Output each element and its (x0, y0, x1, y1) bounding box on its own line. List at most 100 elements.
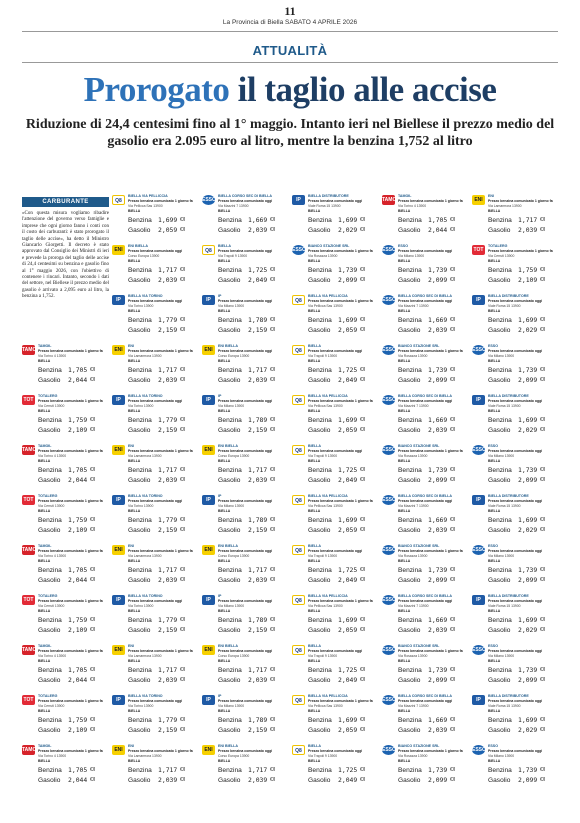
gasolio-label: Gasolio (128, 327, 151, 334)
benzina-price-row: Benzina 1,699 €/l (308, 216, 368, 225)
station-address: Via Milano 13900 (488, 654, 515, 658)
benzina-price: 1,669 (428, 516, 448, 524)
benzina-label: Benzina (38, 467, 62, 474)
station-address: Via Rosazza 13900 (398, 454, 428, 458)
station-address: Via Pellicca Sas 13900 (308, 404, 343, 408)
station-name: BIELLA DISTRIBUTORE (488, 394, 529, 398)
price-unit: €/l (360, 227, 366, 233)
price-unit: €/l (540, 767, 546, 773)
price-unit: €/l (450, 367, 456, 373)
brand-logo-icon: ESSO (382, 295, 396, 305)
benzina-label: Benzina (398, 767, 422, 774)
benzina-price: 1,739 (518, 666, 538, 674)
gasolio-price-row: Gasolio 2,159 €/l (218, 326, 278, 335)
price-unit: €/l (540, 417, 546, 423)
gasolio-label: Gasolio (128, 577, 151, 584)
benzina-price-row: Benzina 1,705 €/l (38, 566, 98, 575)
station-name: BIELLA VIA TORINO (128, 694, 163, 698)
headline-part2: il taglio alle accise (237, 70, 497, 109)
benzina-price-row: Benzina 1,779 €/l (128, 416, 188, 425)
gasolio-label: Gasolio (38, 377, 61, 384)
price-unit: €/l (540, 277, 546, 283)
benzina-price: 1,739 (518, 466, 538, 474)
gasolio-price-row: Gasolio 2,159 €/l (218, 626, 278, 635)
price-unit: €/l (270, 227, 276, 233)
price-note: Prezzo benzina comunicato 1 giorno fa (38, 749, 103, 753)
station-card: IP BIELLA VIA TORINO Prezzo benzina comuni… (112, 394, 200, 443)
station-name: ENI (488, 194, 494, 198)
benzina-price: 1,717 (248, 566, 268, 574)
benzina-label: Benzina (218, 467, 242, 474)
gasolio-price: 2,039 (428, 526, 448, 534)
benzina-label: Benzina (38, 617, 62, 624)
station-card: IP IP Prezzo benzina comunicato oggi Via Mi… (202, 494, 290, 543)
gasolio-label: Gasolio (308, 577, 331, 584)
station-card: ENI ENI Prezzo benzina comunicato 1 giorno… (112, 744, 200, 793)
gasolio-price-row: Gasolio 2,159 €/l (218, 526, 278, 535)
price-note: Prezzo benzina comunicato oggi (398, 399, 453, 403)
price-unit: €/l (270, 267, 276, 273)
station-card: ESSO BIELLA CORSO SEC DI BIELLA Prezzo ben… (382, 594, 470, 643)
station-name: BIELLA VIA PELLICCIA (308, 394, 348, 398)
price-unit: €/l (180, 267, 186, 273)
station-city: BIELLA (488, 259, 501, 263)
benzina-price: 1,759 (68, 716, 88, 724)
benzina-price-row: Benzina 1,739 €/l (398, 766, 458, 775)
benzina-price: 1,759 (68, 416, 88, 424)
gasolio-label: Gasolio (218, 577, 241, 584)
price-unit: €/l (180, 577, 186, 583)
gasolio-price-row: Gasolio 2,159 €/l (218, 726, 278, 735)
brand-logo-icon: IP (472, 695, 485, 705)
station-city: BIELLA (308, 459, 321, 463)
station-card: Q8 BIELLA Prezzo benzina comunicato oggi Vi… (292, 544, 380, 593)
gasolio-price-row: Gasolio 2,109 €/l (38, 626, 98, 635)
gasolio-price-row: Gasolio 2,044 €/l (38, 776, 98, 785)
station-name: IP (218, 594, 222, 598)
station-city: BIELLA (128, 309, 141, 313)
gasolio-price-row: Gasolio 2,099 €/l (488, 476, 548, 485)
gasolio-price-row: Gasolio 2,039 €/l (398, 326, 458, 335)
price-note: Prezzo benzina comunicato 1 giorno fa (38, 399, 103, 403)
gasolio-label: Gasolio (218, 677, 241, 684)
price-unit: €/l (180, 327, 186, 333)
brand-logo-icon: Q8 (292, 295, 305, 305)
benzina-price: 1,739 (338, 266, 358, 274)
brand-logo-icon: TAMOIL (22, 745, 41, 755)
station-city: BIELLA (488, 459, 501, 463)
gasolio-price: 2,039 (518, 226, 538, 234)
station-card: ESSO ESSO Prezzo benzina comunicato oggi Vi… (472, 544, 560, 593)
price-note: Prezzo benzina comunicato oggi (218, 349, 273, 353)
station-card: IP BIELLA DISTRIBUTORE Prezzo benzina comu… (472, 494, 560, 543)
station-name: TOTALERG (488, 244, 508, 248)
price-unit: €/l (360, 377, 366, 383)
station-address: Via Mazzini 7 13900 (398, 704, 429, 708)
brand-logo-icon: IP (112, 395, 125, 405)
benzina-price-row: Benzina 1,669 €/l (398, 616, 458, 625)
price-note: Prezzo benzina comunicato oggi (308, 549, 363, 553)
station-address: Via Lamarmora 13900 (488, 204, 522, 208)
gasolio-label: Gasolio (308, 327, 331, 334)
price-unit: €/l (270, 617, 276, 623)
price-note: Prezzo benzina comunicato 1 giorno fa (38, 549, 103, 553)
benzina-label: Benzina (128, 567, 152, 574)
benzina-price: 1,705 (68, 666, 88, 674)
price-unit: €/l (180, 377, 186, 383)
benzina-price-row: Benzina 1,789 €/l (218, 416, 278, 425)
station-address: Viale Roma 15 13900 (488, 604, 521, 608)
station-address: Via Milano 13900 (488, 754, 515, 758)
station-name: BIELLA CORSO SEC DI BIELLA (218, 194, 272, 198)
gasolio-price: 2,059 (158, 226, 178, 234)
benzina-label: Benzina (218, 667, 242, 674)
page-number: 11 (284, 4, 296, 18)
price-note: Prezzo benzina comunicato oggi (308, 349, 363, 353)
brand-logo-icon: ENI (112, 445, 125, 455)
station-card: ESSO BIELLA CORSO SEC DI BIELLA Prezzo ben… (382, 294, 470, 343)
gasolio-price: 2,099 (518, 776, 538, 784)
gasolio-price-row: Gasolio 2,039 €/l (398, 726, 458, 735)
benzina-label: Benzina (488, 267, 512, 274)
brand-logo-icon: ENI (202, 545, 215, 555)
benzina-price-row: Benzina 1,739 €/l (398, 466, 458, 475)
station-name: BIANCO STAZIONE SRL (398, 644, 440, 648)
station-address: Viale Roma 15 13900 (488, 304, 521, 308)
gasolio-label: Gasolio (128, 227, 151, 234)
